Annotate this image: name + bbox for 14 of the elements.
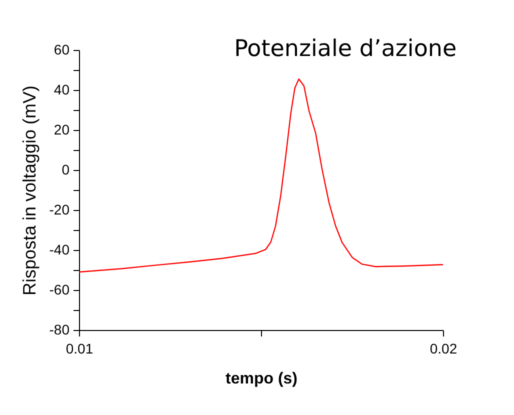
line-series bbox=[78, 78, 444, 273]
y-tick-label: -80 bbox=[49, 322, 70, 338]
y-tick-label: 20 bbox=[54, 122, 70, 138]
y-tick-label: -60 bbox=[49, 282, 70, 298]
x-tick-label: 0.02 bbox=[430, 340, 458, 356]
y-tick-label: 60 bbox=[54, 42, 70, 58]
x-tick-label: 0.01 bbox=[66, 340, 94, 356]
y-tick-label: -40 bbox=[49, 242, 70, 258]
y-tick-label: 40 bbox=[54, 82, 70, 98]
y-tick-label: -20 bbox=[49, 202, 70, 218]
y-tick-label: 0 bbox=[62, 162, 70, 178]
x-axis-title: tempo (s) bbox=[226, 370, 298, 388]
y-axis-title: Risposta in voltaggio (mV) bbox=[19, 85, 40, 296]
chart-title: Potenziale d’azione bbox=[234, 36, 457, 62]
